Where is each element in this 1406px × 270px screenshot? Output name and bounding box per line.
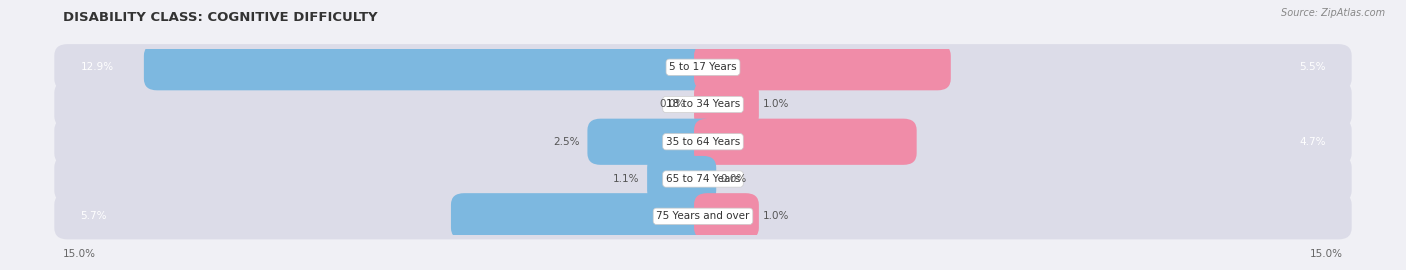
FancyBboxPatch shape xyxy=(143,44,716,90)
Text: 35 to 64 Years: 35 to 64 Years xyxy=(666,137,740,147)
Legend: Male, Female: Male, Female xyxy=(644,269,762,270)
Text: DISABILITY CLASS: COGNITIVE DIFFICULTY: DISABILITY CLASS: COGNITIVE DIFFICULTY xyxy=(63,11,378,24)
Text: 65 to 74 Years: 65 to 74 Years xyxy=(666,174,740,184)
FancyBboxPatch shape xyxy=(55,160,1351,198)
FancyBboxPatch shape xyxy=(647,156,716,202)
Text: 5 to 17 Years: 5 to 17 Years xyxy=(669,62,737,72)
Text: 1.0%: 1.0% xyxy=(762,99,789,110)
FancyBboxPatch shape xyxy=(451,193,716,239)
FancyBboxPatch shape xyxy=(695,81,759,128)
FancyBboxPatch shape xyxy=(55,81,1351,128)
Text: 0.0%: 0.0% xyxy=(659,99,686,110)
Text: 75 Years and over: 75 Years and over xyxy=(657,211,749,221)
Text: 1.1%: 1.1% xyxy=(613,174,640,184)
Text: 15.0%: 15.0% xyxy=(63,249,96,259)
FancyBboxPatch shape xyxy=(695,193,759,239)
Text: 12.9%: 12.9% xyxy=(80,62,114,72)
FancyBboxPatch shape xyxy=(55,49,1351,86)
Text: 4.7%: 4.7% xyxy=(1299,137,1326,147)
Text: 2.5%: 2.5% xyxy=(553,137,579,147)
FancyBboxPatch shape xyxy=(55,156,1351,202)
FancyBboxPatch shape xyxy=(55,119,1351,165)
Text: 1.0%: 1.0% xyxy=(762,211,789,221)
FancyBboxPatch shape xyxy=(695,119,917,165)
Text: Source: ZipAtlas.com: Source: ZipAtlas.com xyxy=(1281,8,1385,18)
FancyBboxPatch shape xyxy=(588,119,716,165)
FancyBboxPatch shape xyxy=(55,44,1351,90)
FancyBboxPatch shape xyxy=(695,44,950,90)
FancyBboxPatch shape xyxy=(55,198,1351,235)
FancyBboxPatch shape xyxy=(55,86,1351,123)
Text: 15.0%: 15.0% xyxy=(1310,249,1343,259)
Text: 5.5%: 5.5% xyxy=(1299,62,1326,72)
Text: 18 to 34 Years: 18 to 34 Years xyxy=(666,99,740,110)
Text: 5.7%: 5.7% xyxy=(80,211,107,221)
FancyBboxPatch shape xyxy=(55,123,1351,160)
Text: 0.0%: 0.0% xyxy=(720,174,747,184)
FancyBboxPatch shape xyxy=(55,193,1351,239)
